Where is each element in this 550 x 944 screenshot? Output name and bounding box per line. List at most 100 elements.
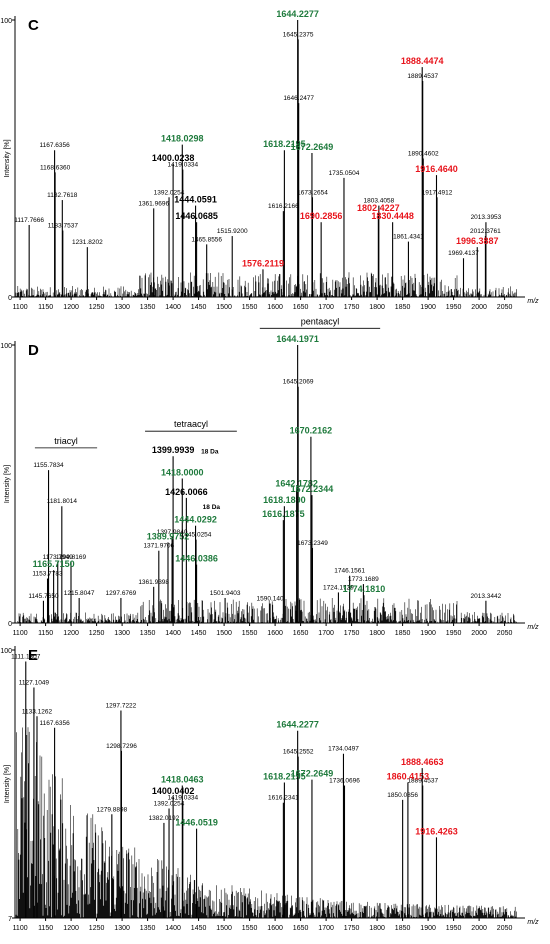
- peak-label: 1830.4448: [371, 211, 414, 221]
- x-tick-label: 1850: [395, 304, 411, 311]
- x-tick-label: 1600: [267, 304, 283, 311]
- peak-label: 1199.8169: [56, 554, 87, 561]
- peak-label: 1444.0292: [174, 515, 217, 525]
- x-tick-label: 1600: [267, 925, 283, 932]
- y-tick-label: 0: [8, 621, 12, 628]
- peak-label: 1888.4663: [401, 757, 444, 767]
- peak-label: 1576.2119: [242, 258, 284, 268]
- peak-label: 1888.4474: [401, 56, 444, 66]
- x-tick-label: 1100: [13, 304, 28, 311]
- x-tick-label: 1850: [395, 630, 411, 637]
- peak-label: 1133.1262: [22, 708, 53, 715]
- peak-label: 1397.9840: [157, 529, 188, 536]
- peak-label: 1917.4912: [422, 189, 453, 196]
- annotation: 18 Da: [203, 504, 221, 511]
- x-tick-label: 1900: [420, 304, 436, 311]
- x-tick-label: 1100: [13, 630, 28, 637]
- x-tick-label: 1200: [63, 304, 79, 311]
- x-tick-label: 1750: [344, 925, 360, 932]
- peak-label: 1419.0334: [167, 162, 198, 169]
- peak-label: 1746.1561: [334, 568, 365, 575]
- peak-label: 1515.9200: [217, 228, 248, 235]
- peak-label: 1774.1810: [343, 584, 386, 594]
- peak-label: 1127.1049: [19, 679, 50, 686]
- peak-label: 1616.2341: [268, 795, 299, 802]
- x-tick-label: 1700: [318, 925, 334, 932]
- peak-label: 1361.9398: [138, 579, 169, 586]
- peak-label: 1618.2195: [263, 139, 306, 149]
- x-tick-label: 1950: [446, 630, 462, 637]
- x-tick-label: 1400: [165, 925, 181, 932]
- peak-label: 1389.9752: [147, 531, 190, 541]
- peak-label: 1672.2649: [291, 769, 334, 779]
- x-tick-label: 1350: [140, 304, 156, 311]
- peak-label: 1501.9403: [210, 590, 241, 597]
- peak-label: 1850.0856: [387, 792, 418, 799]
- peak-label: 1916.4640: [415, 164, 458, 174]
- peak-label: 1371.9706: [143, 543, 174, 550]
- peak-label: 1418.0000: [161, 467, 204, 477]
- x-tick-label: 1150: [38, 304, 53, 311]
- annotation: 18 Da: [201, 448, 219, 455]
- x-tick-label: 2000: [471, 925, 487, 932]
- x-tick-label: 2050: [497, 304, 513, 311]
- peak-label: 1673.2654: [297, 189, 328, 196]
- x-tick-label: 2050: [497, 925, 513, 932]
- x-tick-label: 1750: [344, 304, 360, 311]
- x-tick-label: 1350: [140, 925, 156, 932]
- peak-label: 1446.0685: [175, 211, 218, 221]
- peak-label: 1167.6356: [39, 720, 70, 727]
- x-tick-label: 1300: [114, 925, 130, 932]
- baseline-noise: [15, 272, 517, 297]
- peak-label: 1735.0504: [329, 170, 360, 177]
- x-tick-label: 1450: [191, 925, 207, 932]
- x-axis-label: m/z: [527, 298, 539, 305]
- x-tick-label: 1450: [191, 630, 207, 637]
- x-tick-label: 1200: [63, 925, 79, 932]
- peak-label: 1889.4537: [407, 73, 438, 80]
- peak-label: 1802.4227: [357, 203, 400, 213]
- peak-label: 2013.3442: [471, 593, 502, 600]
- y-axis-label: Intensity [%]: [4, 139, 11, 177]
- peak-label: 1645.2375: [283, 31, 314, 38]
- peak-label: 1672.2649: [291, 142, 334, 152]
- peak-label: 1182.7618: [47, 192, 78, 199]
- x-tick-label: 2000: [471, 304, 487, 311]
- peak-label: 1670.2162: [290, 426, 333, 436]
- peak-label: 1298.7296: [106, 743, 137, 750]
- x-axis-label: m/z: [527, 624, 539, 631]
- x-tick-label: 1550: [242, 925, 258, 932]
- peak-label: 1616.1875: [262, 509, 305, 519]
- peak-label: 1165.7150: [33, 559, 75, 569]
- x-tick-label: 1800: [369, 630, 385, 637]
- peak-label: 1616.2166: [268, 203, 299, 210]
- x-tick-label: 1650: [293, 630, 309, 637]
- x-tick-label: 1700: [318, 304, 334, 311]
- peak-label: 1444.0591: [174, 195, 217, 205]
- peak-label: 1690.2856: [300, 211, 343, 221]
- peak-label: 1167.6356: [39, 142, 70, 149]
- peak-label: 1418.0463: [161, 774, 204, 784]
- x-tick-label: 1750: [344, 630, 360, 637]
- peak-label: 1672.2344: [291, 484, 334, 494]
- x-tick-label: 1450: [191, 304, 207, 311]
- peak-label: 1736.0696: [329, 777, 360, 784]
- peak-label: 1117.7666: [14, 217, 44, 224]
- y-tick-label: 7: [8, 916, 12, 923]
- x-tick-label: 1400: [165, 630, 181, 637]
- peak-label: 1773.1689: [348, 576, 379, 583]
- x-tick-label: 1900: [420, 630, 436, 637]
- x-tick-label: 1200: [63, 630, 79, 637]
- peak-label: 1382.0192: [149, 815, 180, 822]
- x-tick-label: 1250: [89, 304, 105, 311]
- peak-label: 1644.1971: [276, 334, 319, 344]
- x-tick-label: 1700: [318, 630, 334, 637]
- peak-label: 1297.6769: [106, 590, 137, 597]
- x-tick-label: 1300: [114, 304, 130, 311]
- peak-label: 1890.4602: [408, 151, 439, 158]
- peak-label: 1399.9939: [152, 445, 195, 455]
- x-tick-label: 1550: [242, 630, 258, 637]
- peak-label: 1400.0238: [152, 153, 195, 163]
